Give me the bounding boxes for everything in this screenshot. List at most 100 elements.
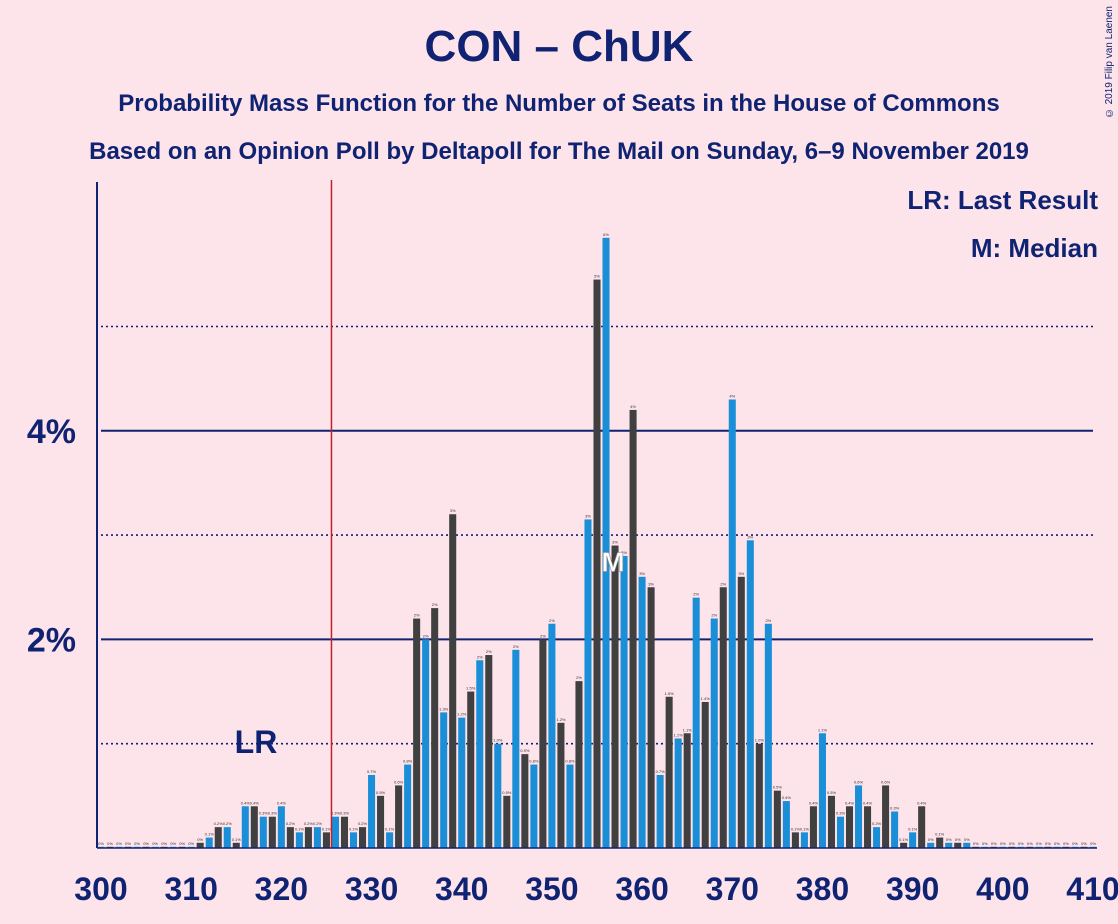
data-label: 1.5% (665, 691, 675, 696)
x-tick-label: 300 (74, 871, 127, 907)
data-label: 0% (973, 841, 979, 846)
data-label: 0.5% (502, 790, 512, 795)
data-label: 0% (946, 837, 952, 842)
y-tick-label: 4% (27, 413, 76, 451)
bar-seat-357 (611, 545, 619, 848)
data-label: 0% (98, 841, 104, 846)
bar-seat-337 (431, 608, 439, 848)
data-label: 3% (621, 550, 627, 555)
x-tick-label: 330 (345, 871, 398, 907)
data-label: 0% (107, 841, 113, 846)
data-label: 0.6% (881, 779, 891, 784)
data-label: 0.8% (565, 759, 575, 764)
data-label: 1.1% (683, 727, 693, 732)
bar-seat-318 (259, 816, 267, 848)
bar-seat-365 (683, 733, 691, 848)
data-label: 2% (513, 644, 519, 649)
bar-seat-355 (593, 279, 601, 848)
bar-seat-364 (674, 738, 682, 848)
bar-seat-349 (539, 639, 547, 848)
data-label: 0.3% (259, 811, 269, 816)
data-label: 0% (1027, 841, 1033, 846)
x-tick-label: 410 (1066, 871, 1118, 907)
data-label: 0% (1045, 841, 1051, 846)
data-label: 4% (729, 394, 735, 399)
data-label: 1.3% (439, 706, 449, 711)
data-label: 0.1% (295, 826, 305, 831)
bar-seat-369 (719, 587, 727, 848)
data-label: 2% (540, 633, 546, 638)
bar-seat-368 (710, 618, 718, 848)
data-label: 6% (603, 232, 609, 237)
data-label: 0% (982, 841, 988, 846)
bar-seat-312 (205, 837, 213, 848)
bar-seat-323 (304, 827, 312, 848)
data-label: 0.2% (223, 821, 233, 826)
bar-seat-375 (773, 790, 781, 848)
data-label: 2% (693, 592, 699, 597)
bar-seat-377 (791, 832, 799, 848)
chart-subtitle-poll: Based on an Opinion Poll by Deltapoll fo… (89, 138, 1029, 165)
bar-seat-396 (963, 842, 971, 848)
bar-seat-314 (223, 827, 231, 848)
data-label: 0.4% (241, 800, 251, 805)
data-label: 0% (125, 841, 131, 846)
data-label: 0.6% (394, 779, 404, 784)
legend-median: M: Median (970, 233, 1098, 263)
data-label: 0.1% (935, 832, 945, 837)
data-label: 0.6% (854, 779, 864, 784)
bar-seat-361 (647, 587, 655, 848)
bar-seat-340 (458, 717, 466, 848)
y-tick-label: 2% (27, 621, 76, 659)
data-label: 0% (161, 841, 167, 846)
data-label: 0% (1081, 841, 1087, 846)
bar-seat-311 (196, 842, 204, 848)
bar-series (97, 237, 1097, 849)
data-label: 2% (720, 581, 726, 586)
bar-seat-320 (277, 806, 285, 848)
bar-seat-388 (891, 811, 899, 848)
data-label: 0% (134, 841, 140, 846)
data-label: 1.0% (755, 738, 765, 743)
bar-seat-315 (232, 842, 240, 848)
data-label: 5% (594, 274, 600, 279)
bar-seat-335 (413, 618, 421, 848)
data-label: 0.3% (340, 811, 350, 816)
data-labels: 0% 0% 0% 0% 0% 0% 0% 0% 0% 0% 0%0%0.1%0.2% 0.2%0.1%… (98, 232, 1096, 846)
data-label: 0% (179, 841, 185, 846)
bar-seat-354 (584, 519, 592, 848)
data-label: 0.2% (304, 821, 314, 826)
data-label: 0.1% (908, 826, 918, 831)
data-label: 3% (585, 513, 591, 518)
bar-seat-353 (575, 681, 583, 848)
legend-last-result: LR: Last Result (907, 185, 1098, 215)
data-label: 0.2% (358, 821, 368, 826)
data-label: 0.3% (331, 811, 341, 816)
data-label: 4% (630, 404, 636, 409)
data-label: 0.4% (782, 795, 792, 800)
median-marker: M (601, 547, 624, 578)
bar-seat-356 (602, 237, 610, 849)
data-label: 2% (549, 618, 555, 623)
x-tick-label: 380 (796, 871, 849, 907)
bar-seat-330 (368, 774, 376, 848)
bar-seat-392 (927, 842, 935, 848)
bar-seat-371 (737, 576, 745, 848)
data-label: 0.4% (845, 800, 855, 805)
data-label: 0% (1009, 841, 1015, 846)
x-tick-label: 390 (886, 871, 939, 907)
bar-seat-379 (809, 806, 817, 848)
bar-seat-372 (746, 540, 754, 848)
bar-seat-326 (331, 816, 339, 848)
x-tick-label: 310 (164, 871, 217, 907)
data-label: 0.3% (268, 811, 278, 816)
data-label: 3% (747, 534, 753, 539)
x-tick-label: 340 (435, 871, 488, 907)
data-label: 2% (477, 654, 483, 659)
bar-seat-359 (629, 409, 637, 848)
data-label: 0.1% (385, 826, 395, 831)
data-label: 0.9% (520, 748, 530, 753)
data-label: 0.7% (367, 769, 377, 774)
data-label: 0.8% (403, 759, 413, 764)
